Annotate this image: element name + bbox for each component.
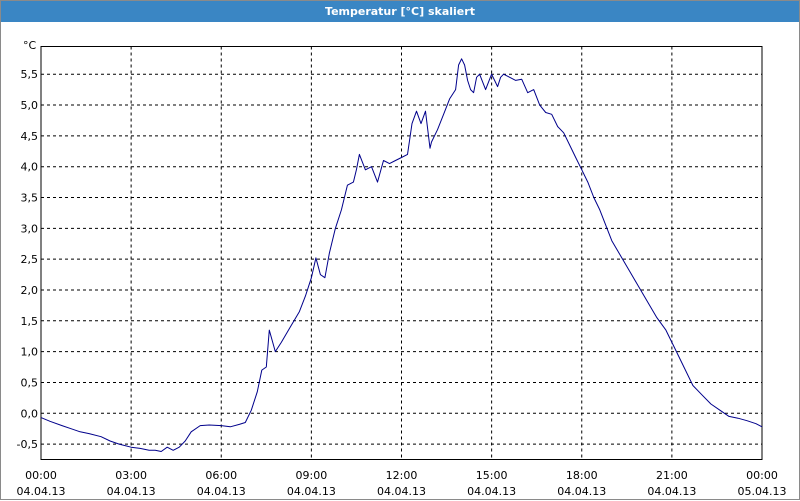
x-tick-time: 21:00 [656, 469, 688, 482]
grid-lines [41, 46, 762, 460]
x-tick-time: 12:00 [386, 469, 418, 482]
x-tick-time: 09:00 [296, 469, 328, 482]
x-tick-date: 04.04.13 [107, 485, 156, 498]
y-tick-label: 1,0 [21, 346, 39, 359]
y-tick-label: -0,5 [17, 438, 38, 451]
x-tick-time: 00:00 [746, 469, 778, 482]
plot-frame [40, 46, 763, 460]
x-tick-date: 04.04.13 [557, 485, 606, 498]
y-tick-label: 0,0 [21, 407, 39, 420]
x-tick-date: 05.04.13 [738, 485, 787, 498]
x-tick-date: 04.04.13 [287, 485, 336, 498]
y-tick-label: 0,5 [21, 376, 39, 389]
y-tick-label: 5,0 [21, 99, 39, 112]
window-title: Temperatur [°C] skaliert [1, 1, 799, 22]
x-tick-date: 04.04.13 [647, 485, 696, 498]
x-tick-time: 03:00 [115, 469, 147, 482]
x-tick-time: 00:00 [25, 469, 57, 482]
y-tick-label: 3,0 [21, 222, 39, 235]
x-tick-time: 06:00 [205, 469, 237, 482]
x-tick-time: 18:00 [566, 469, 598, 482]
y-tick-label: 2,0 [21, 284, 39, 297]
x-tick-time: 15:00 [476, 469, 508, 482]
x-axis: 00:00 04.04.13 03:00 04.04.13 06:00 04.04.13 0… [17, 469, 787, 498]
y-tick-label: 4,0 [21, 161, 39, 174]
x-tick-date: 04.04.13 [377, 485, 426, 498]
x-tick-date: 04.04.13 [197, 485, 246, 498]
y-tick-label: 4,5 [21, 130, 39, 143]
y-tick-label: 1,5 [21, 315, 39, 328]
x-tick-date: 04.04.13 [17, 485, 66, 498]
y-tick-label: 2,5 [21, 253, 39, 266]
y-tick-label: 5,5 [21, 68, 39, 81]
y-tick-label: 3,5 [21, 192, 39, 205]
y-axis: -0,5 0,0 0,5 1,0 1,5 2,0 2,5 3,0 3,5 4,0 4,5 5,0 5,5 [17, 68, 38, 451]
temperature-line [40, 58, 763, 452]
y-axis-unit: °C [23, 39, 37, 52]
series-layer [40, 58, 763, 452]
x-tick-date: 04.04.13 [467, 485, 516, 498]
